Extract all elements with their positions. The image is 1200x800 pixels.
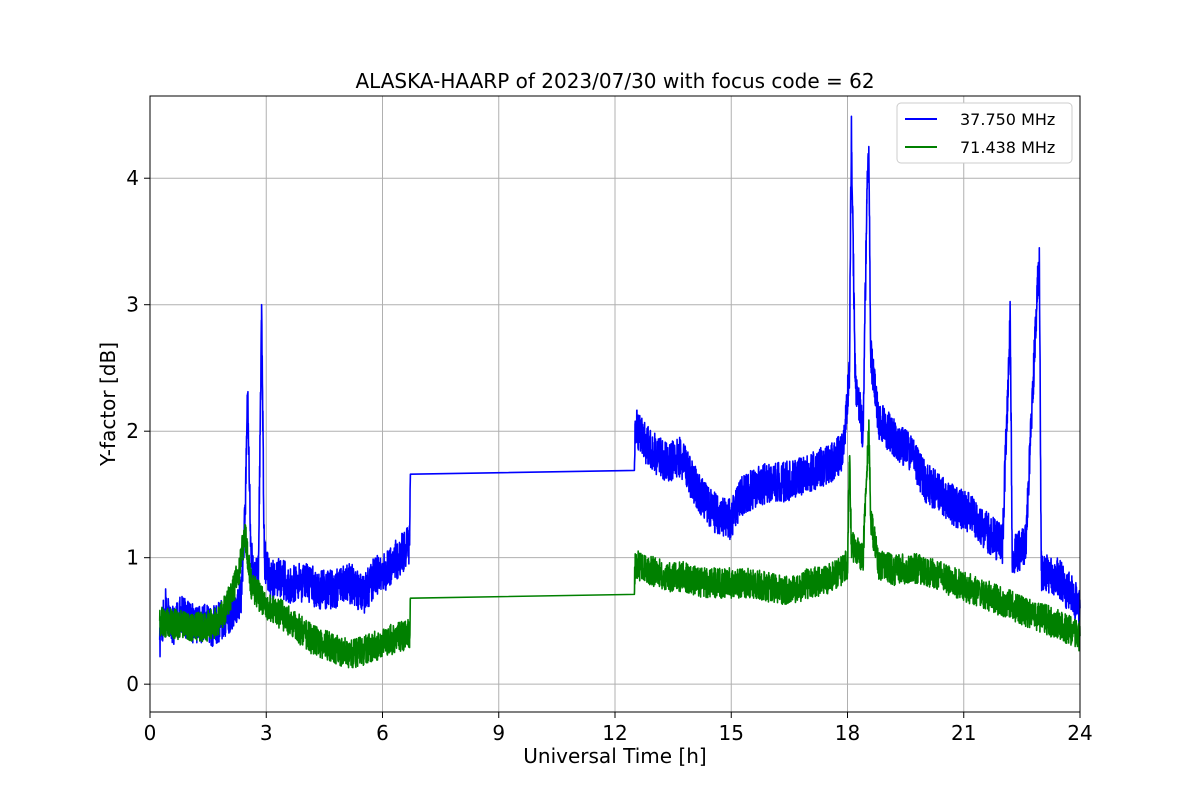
x-tick-label: 9 bbox=[492, 721, 505, 745]
y-tick-label: 1 bbox=[126, 546, 139, 570]
y-tick-label: 4 bbox=[126, 166, 139, 190]
x-tick-label: 24 bbox=[1067, 721, 1092, 745]
x-tick-label: 3 bbox=[260, 721, 273, 745]
chart-title: ALASKA-HAARP of 2023/07/30 with focus co… bbox=[355, 69, 874, 93]
x-tick-label: 21 bbox=[951, 721, 976, 745]
legend-label-37750: 37.750 MHz bbox=[960, 110, 1055, 129]
legend-box bbox=[896, 102, 1073, 164]
legend-label-71438: 71.438 MHz bbox=[960, 138, 1055, 157]
x-axis-label: Universal Time [h] bbox=[523, 744, 706, 768]
legend: 37.750 MHz 71.438 MHz bbox=[896, 102, 1073, 164]
y-tick-label: 0 bbox=[126, 672, 139, 696]
y-tick-label: 3 bbox=[126, 293, 139, 317]
y-tick-label: 2 bbox=[126, 419, 139, 443]
x-tick-label: 15 bbox=[719, 721, 744, 745]
series-layer bbox=[158, 115, 1081, 669]
x-tick-label: 18 bbox=[835, 721, 860, 745]
x-tick-label: 6 bbox=[376, 721, 389, 745]
x-tick-label: 0 bbox=[144, 721, 157, 745]
series-line-71438 bbox=[158, 419, 1081, 669]
y-axis-label: Y-factor [dB] bbox=[96, 342, 120, 467]
x-tick-label: 12 bbox=[602, 721, 627, 745]
series-line-37750 bbox=[158, 115, 1081, 658]
